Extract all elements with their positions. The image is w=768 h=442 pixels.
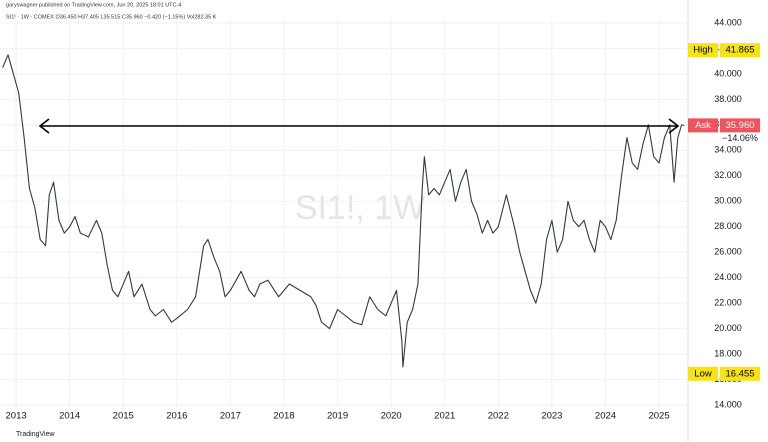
marker-value: 35.960 (725, 120, 754, 131)
y-tick-label: 28.000 (714, 221, 742, 231)
y-tick-label: 44.000 (714, 17, 742, 27)
footer-logo: TradingView (16, 431, 55, 438)
watermark: SI1!, 1W (295, 189, 425, 227)
marker-value-bg (720, 118, 760, 133)
symbol-line: SI1! · 1W · COMEX O36.450 H37.405 L35.51… (6, 14, 217, 20)
y-tick-label: 22.000 (714, 298, 742, 308)
y-tick-label: 40.000 (714, 68, 742, 78)
marker-value-bg (720, 366, 760, 381)
x-tick-label: 2020 (381, 411, 402, 422)
publisher: garyswagner published on TradingView.com… (6, 2, 181, 8)
marker-label-bg (688, 43, 718, 58)
marker-label: High (693, 45, 713, 56)
price-marker: Ask 35.960 −14.06% (688, 118, 760, 143)
y-tick-label: 32.000 (714, 170, 742, 180)
y-tick-label: 20.000 (714, 323, 742, 333)
arrow-head (668, 118, 680, 134)
y-tick-label: 14.000 (714, 399, 742, 409)
price-marker: High 41.865 (688, 43, 760, 58)
x-tick-label: 2018 (273, 411, 294, 422)
marker-label-bg (688, 366, 718, 381)
y-tick-label: 26.000 (714, 247, 742, 257)
arrow (38, 118, 680, 134)
marker-value: 41.865 (725, 45, 754, 56)
x-tick-label: 2014 (59, 411, 80, 422)
x-tick-label: 2021 (434, 411, 455, 422)
y-tick-label: 34.000 (714, 145, 742, 155)
arrow-head (38, 118, 50, 134)
x-tick-label: 2023 (541, 411, 562, 422)
x-tick-label: 2022 (488, 411, 509, 422)
price-marker: Low 16.455 (688, 366, 760, 381)
y-tick-label: 18.000 (714, 348, 742, 358)
x-tick-label: 2025 (648, 411, 669, 422)
y-tick-label: 30.000 (714, 196, 742, 206)
marker-change: −14.06% (722, 133, 758, 143)
plot (0, 20, 688, 408)
marker-value-bg (720, 43, 760, 58)
y-tick-label: 38.000 (714, 94, 742, 104)
x-tick-label: 2019 (327, 411, 348, 422)
marker-label-bg (688, 118, 718, 133)
marker-label: Low (694, 368, 712, 379)
price-line (2, 54, 685, 368)
x-tick-label: 2024 (595, 411, 616, 422)
x-tick-label: 2016 (166, 411, 187, 422)
y-tick-label: 24.000 (714, 272, 742, 282)
x-tick-label: 2017 (220, 411, 241, 422)
x-tick-label: 2013 (6, 411, 27, 422)
marker-value: 16.455 (725, 368, 754, 379)
x-tick-label: 2015 (113, 411, 134, 422)
marker-label: Ask (695, 120, 711, 131)
